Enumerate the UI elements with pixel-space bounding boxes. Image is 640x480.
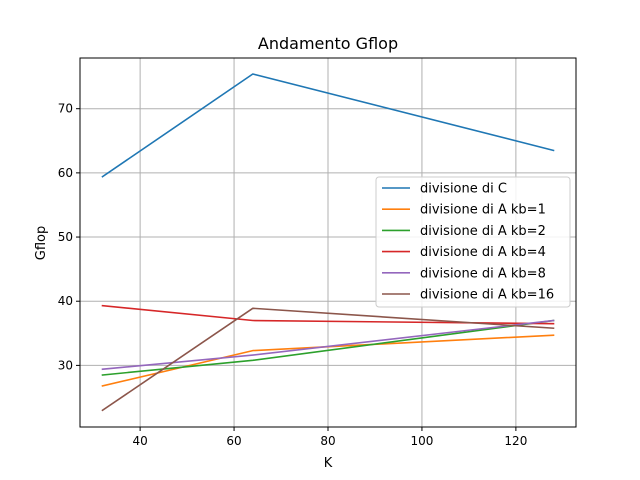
legend-label-0: divisione di C: [420, 182, 507, 197]
legend-label-3: divisione di A kb=4: [420, 245, 546, 260]
x-tick-label: 40: [132, 434, 147, 448]
axis-ticks: 40 60 80 100 120 30 40 50 60 70: [58, 102, 528, 448]
series-lines: [101, 73, 555, 412]
series-line-5: [101, 307, 555, 412]
legend: divisione di C divisione di A kb=1 divisio…: [375, 176, 571, 308]
x-axis-label: K: [324, 456, 333, 471]
y-tick-label: 60: [58, 166, 73, 180]
x-tick-label: 120: [504, 434, 527, 448]
legend-label-4: divisione di A kb=8: [420, 266, 546, 281]
y-tick-label: 30: [58, 358, 73, 372]
x-tick-label: 100: [410, 434, 433, 448]
legend-label-1: divisione di A kb=1: [420, 203, 546, 218]
chart-title: Andamento Gflop: [258, 34, 398, 53]
series-line-4: [101, 319, 555, 371]
legend-box: [375, 176, 571, 308]
y-tick-label: 40: [58, 294, 73, 308]
y-tick-label: 50: [58, 230, 73, 244]
y-axis-label: Gflop: [34, 226, 49, 260]
series-line-0: [101, 73, 555, 178]
x-tick-label: 60: [226, 434, 241, 448]
legend-label-2: divisione di A kb=2: [420, 224, 546, 239]
legend-label-5: divisione di A kb=16: [420, 288, 554, 303]
x-tick-label: 80: [320, 434, 335, 448]
series-line-2: [101, 319, 555, 376]
series-line-3: [101, 304, 555, 325]
series-line-1: [101, 334, 555, 387]
y-tick-label: 70: [58, 102, 73, 116]
